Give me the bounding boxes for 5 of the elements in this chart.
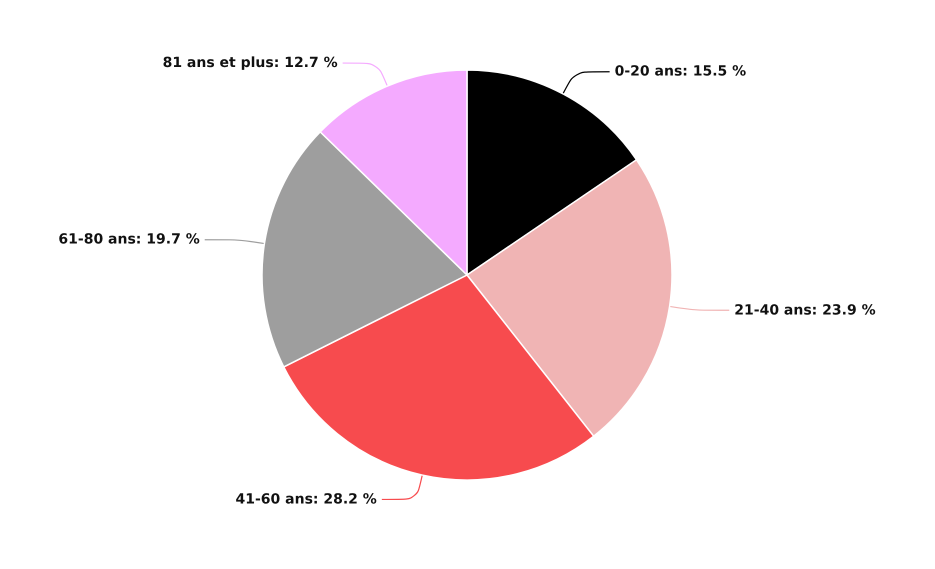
slice-label: 41-60 ans: 28.2 % xyxy=(236,491,377,508)
slice-label: 0-20 ans: 15.5 % xyxy=(614,64,746,80)
slice-label: 81 ans et plus: 12.7 % xyxy=(162,55,338,72)
slice-label: 61-80 ans: 19.7 % xyxy=(58,232,200,248)
slice-label: 21-40 ans: 23.9 % xyxy=(734,302,876,318)
